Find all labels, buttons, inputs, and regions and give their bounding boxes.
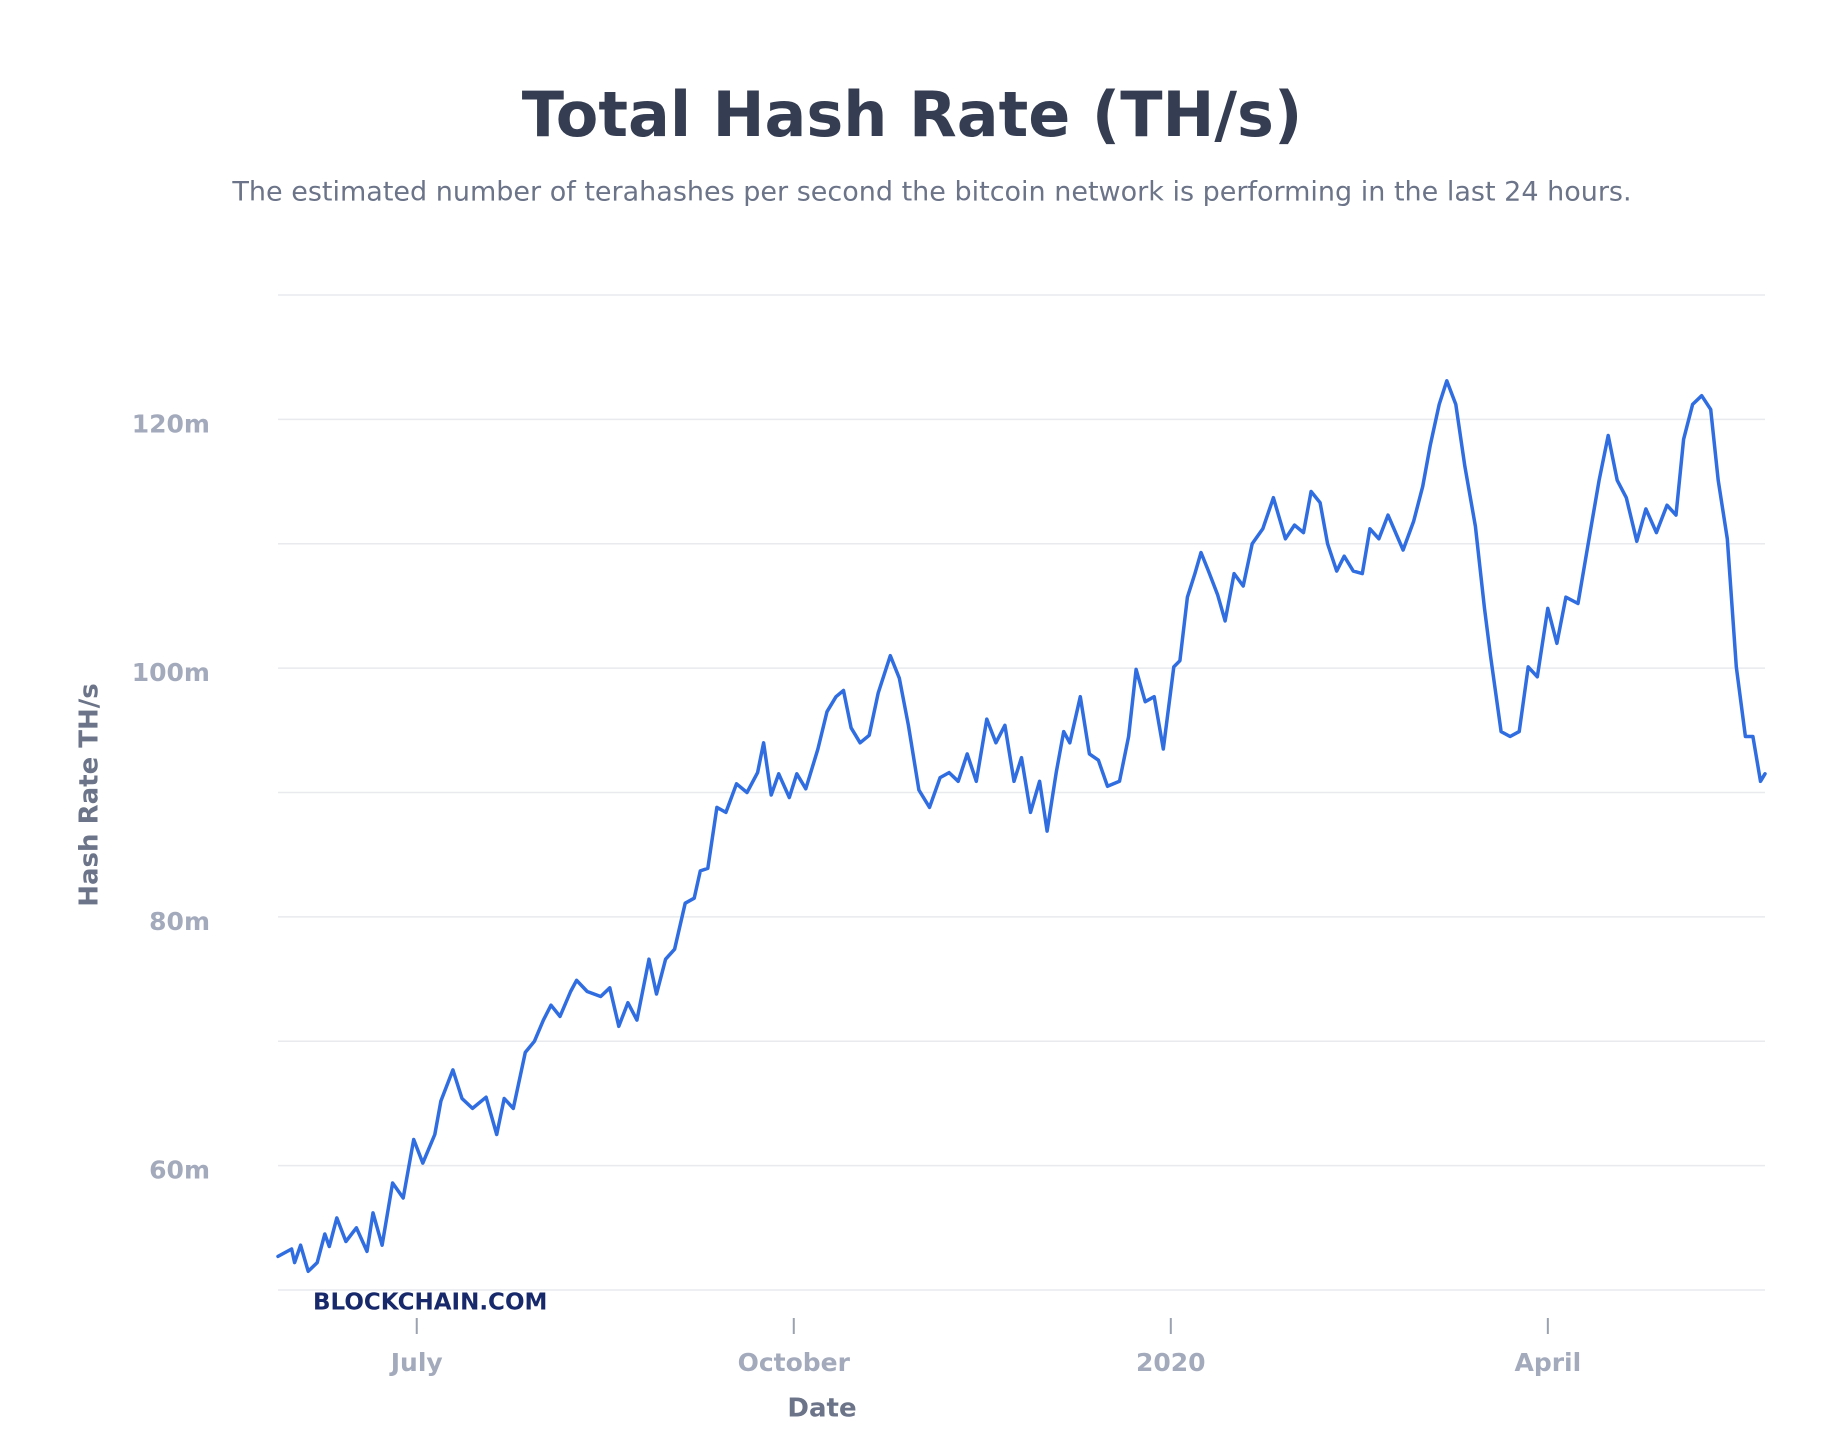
- y-tick-label: 80m: [149, 907, 210, 936]
- chart-subtitle: The estimated number of terahashes per s…: [231, 177, 1631, 208]
- y-tick-label: 120m: [132, 409, 210, 438]
- chart-title: Total Hash Rate (TH/s): [522, 78, 1303, 151]
- x-axis-title: Date: [787, 1394, 856, 1424]
- y-tick-label: 100m: [132, 658, 210, 687]
- x-tick-label: 2020: [1136, 1348, 1206, 1377]
- watermark: BLOCKCHAIN.COM: [313, 1290, 547, 1316]
- y-tick-label: 60m: [149, 1156, 210, 1185]
- y-axis-title: Hash Rate TH/s: [75, 683, 105, 907]
- x-tick-label: April: [1514, 1348, 1581, 1377]
- line-series: [276, 379, 1767, 1274]
- x-tick-label: October: [738, 1348, 851, 1377]
- x-tick-label: July: [389, 1348, 443, 1377]
